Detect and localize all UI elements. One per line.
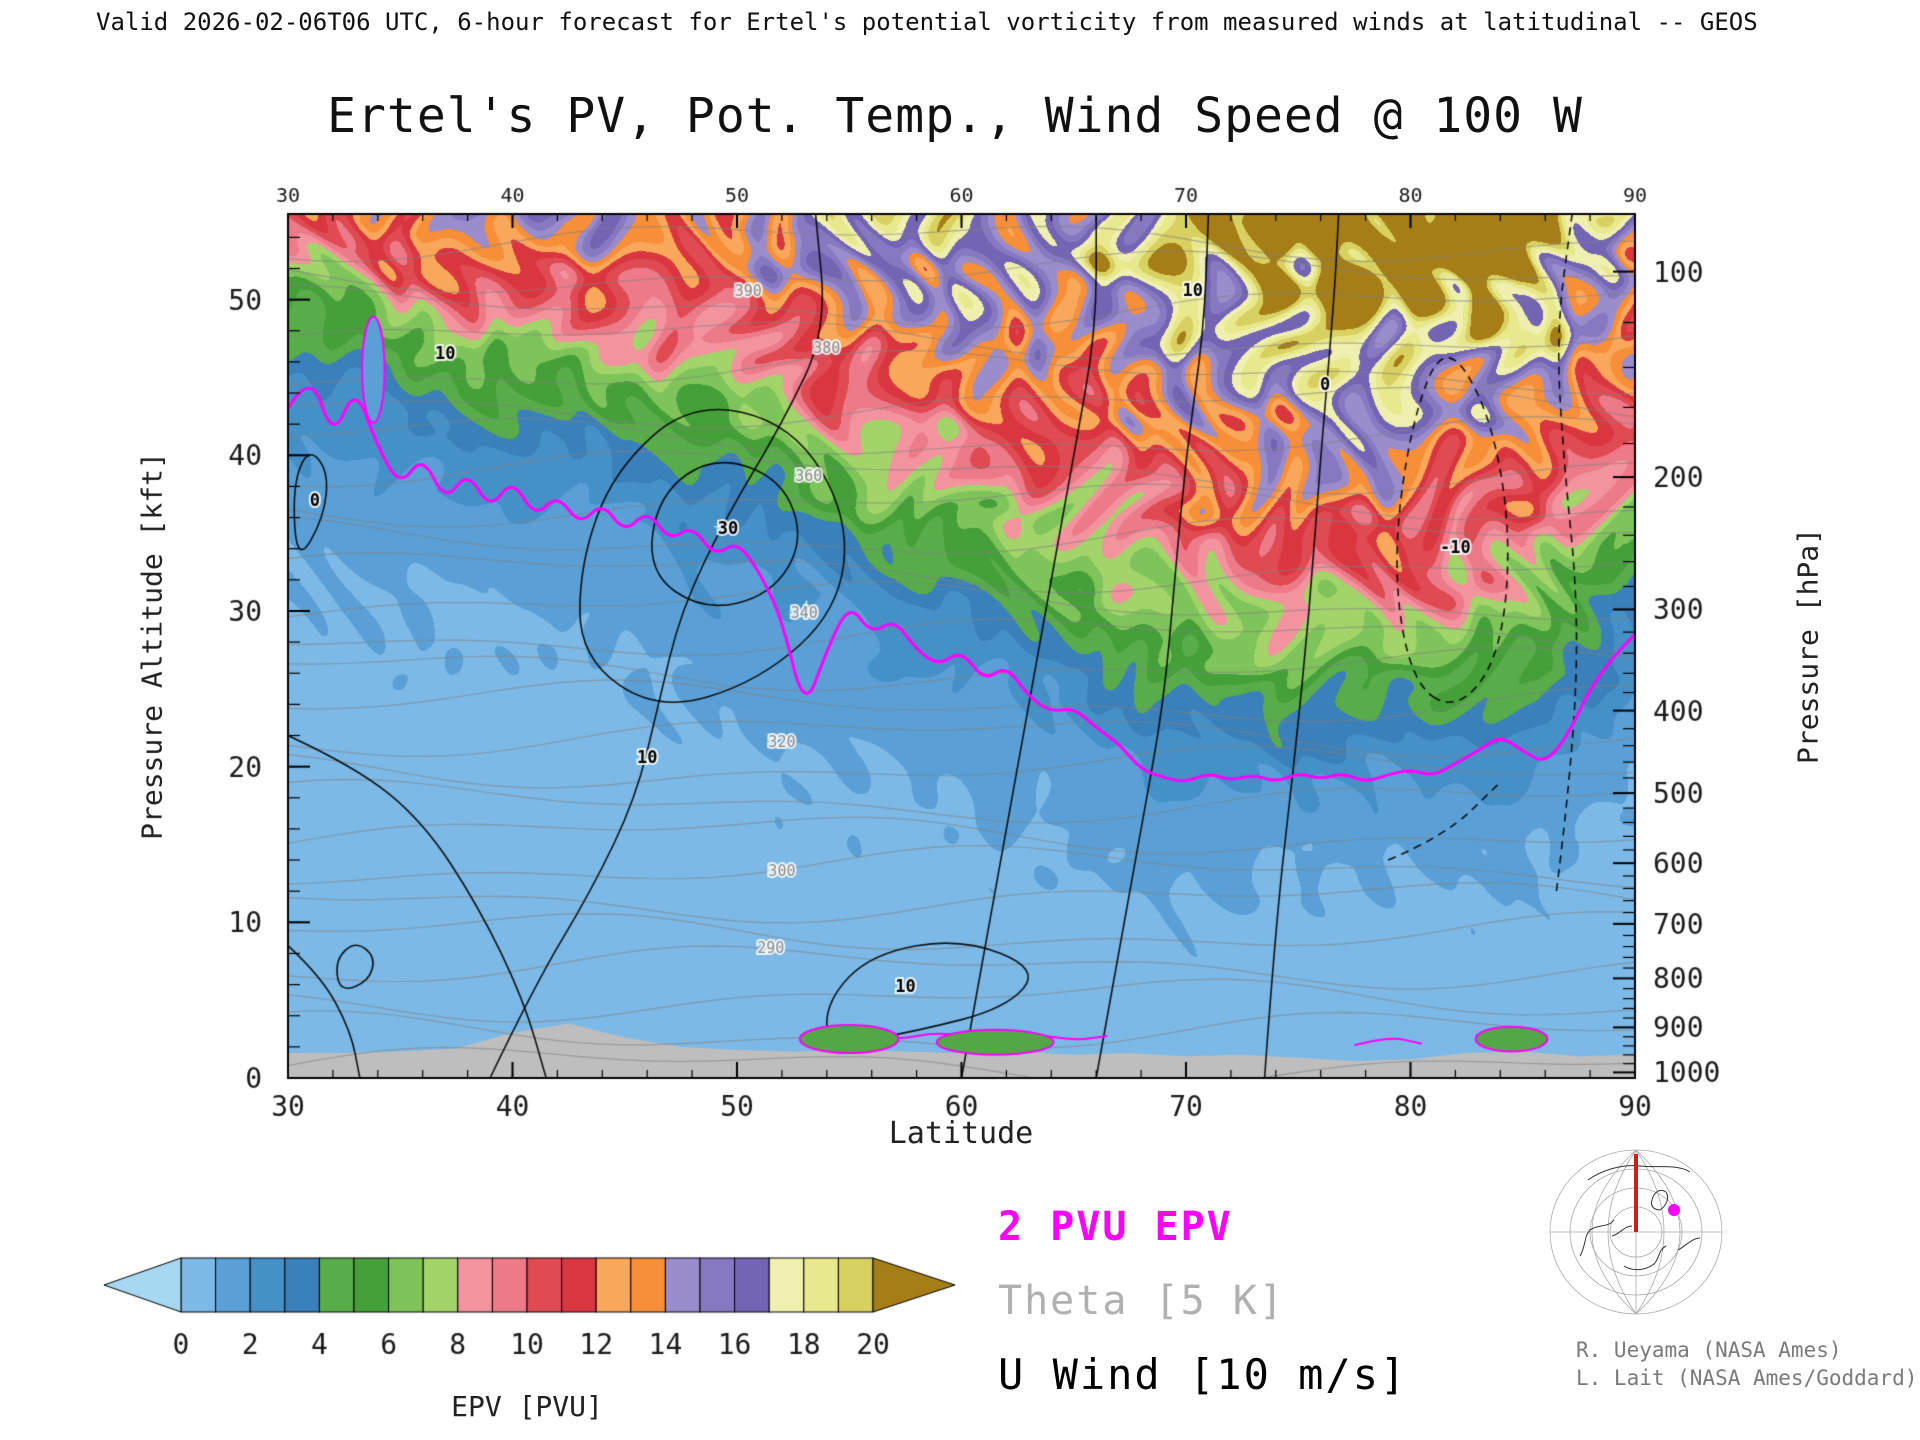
colorbar-title: EPV [PVU] — [451, 1390, 603, 1423]
credit-line-2: L. Lait (NASA Ames/Goddard) — [1576, 1366, 1918, 1390]
credit-line-1: R. Ueyama (NASA Ames) — [1576, 1338, 1842, 1362]
chart-title: Ertel's PV, Pot. Temp., Wind Speed @ 100… — [327, 88, 1583, 144]
location-dot — [1668, 1204, 1680, 1216]
hemisphere-map — [1549, 1149, 1723, 1315]
x-axis-title: Latitude — [888, 1116, 1034, 1151]
map-coastlines — [1579, 1165, 1701, 1271]
right-axis-title: Pressure [hPa] — [1791, 527, 1825, 765]
left-axis-title: Pressure Altitude [kft] — [135, 452, 169, 840]
valid-time-header: Valid 2026-02-06T06 UTC, 6-hour forecast… — [96, 8, 1758, 36]
legend-pv-line: 2 PVU EPV — [998, 1204, 1233, 1250]
legend-uwind: U Wind [10 m/s] — [998, 1350, 1408, 1399]
legend-theta: Theta [5 K] — [998, 1278, 1285, 1324]
